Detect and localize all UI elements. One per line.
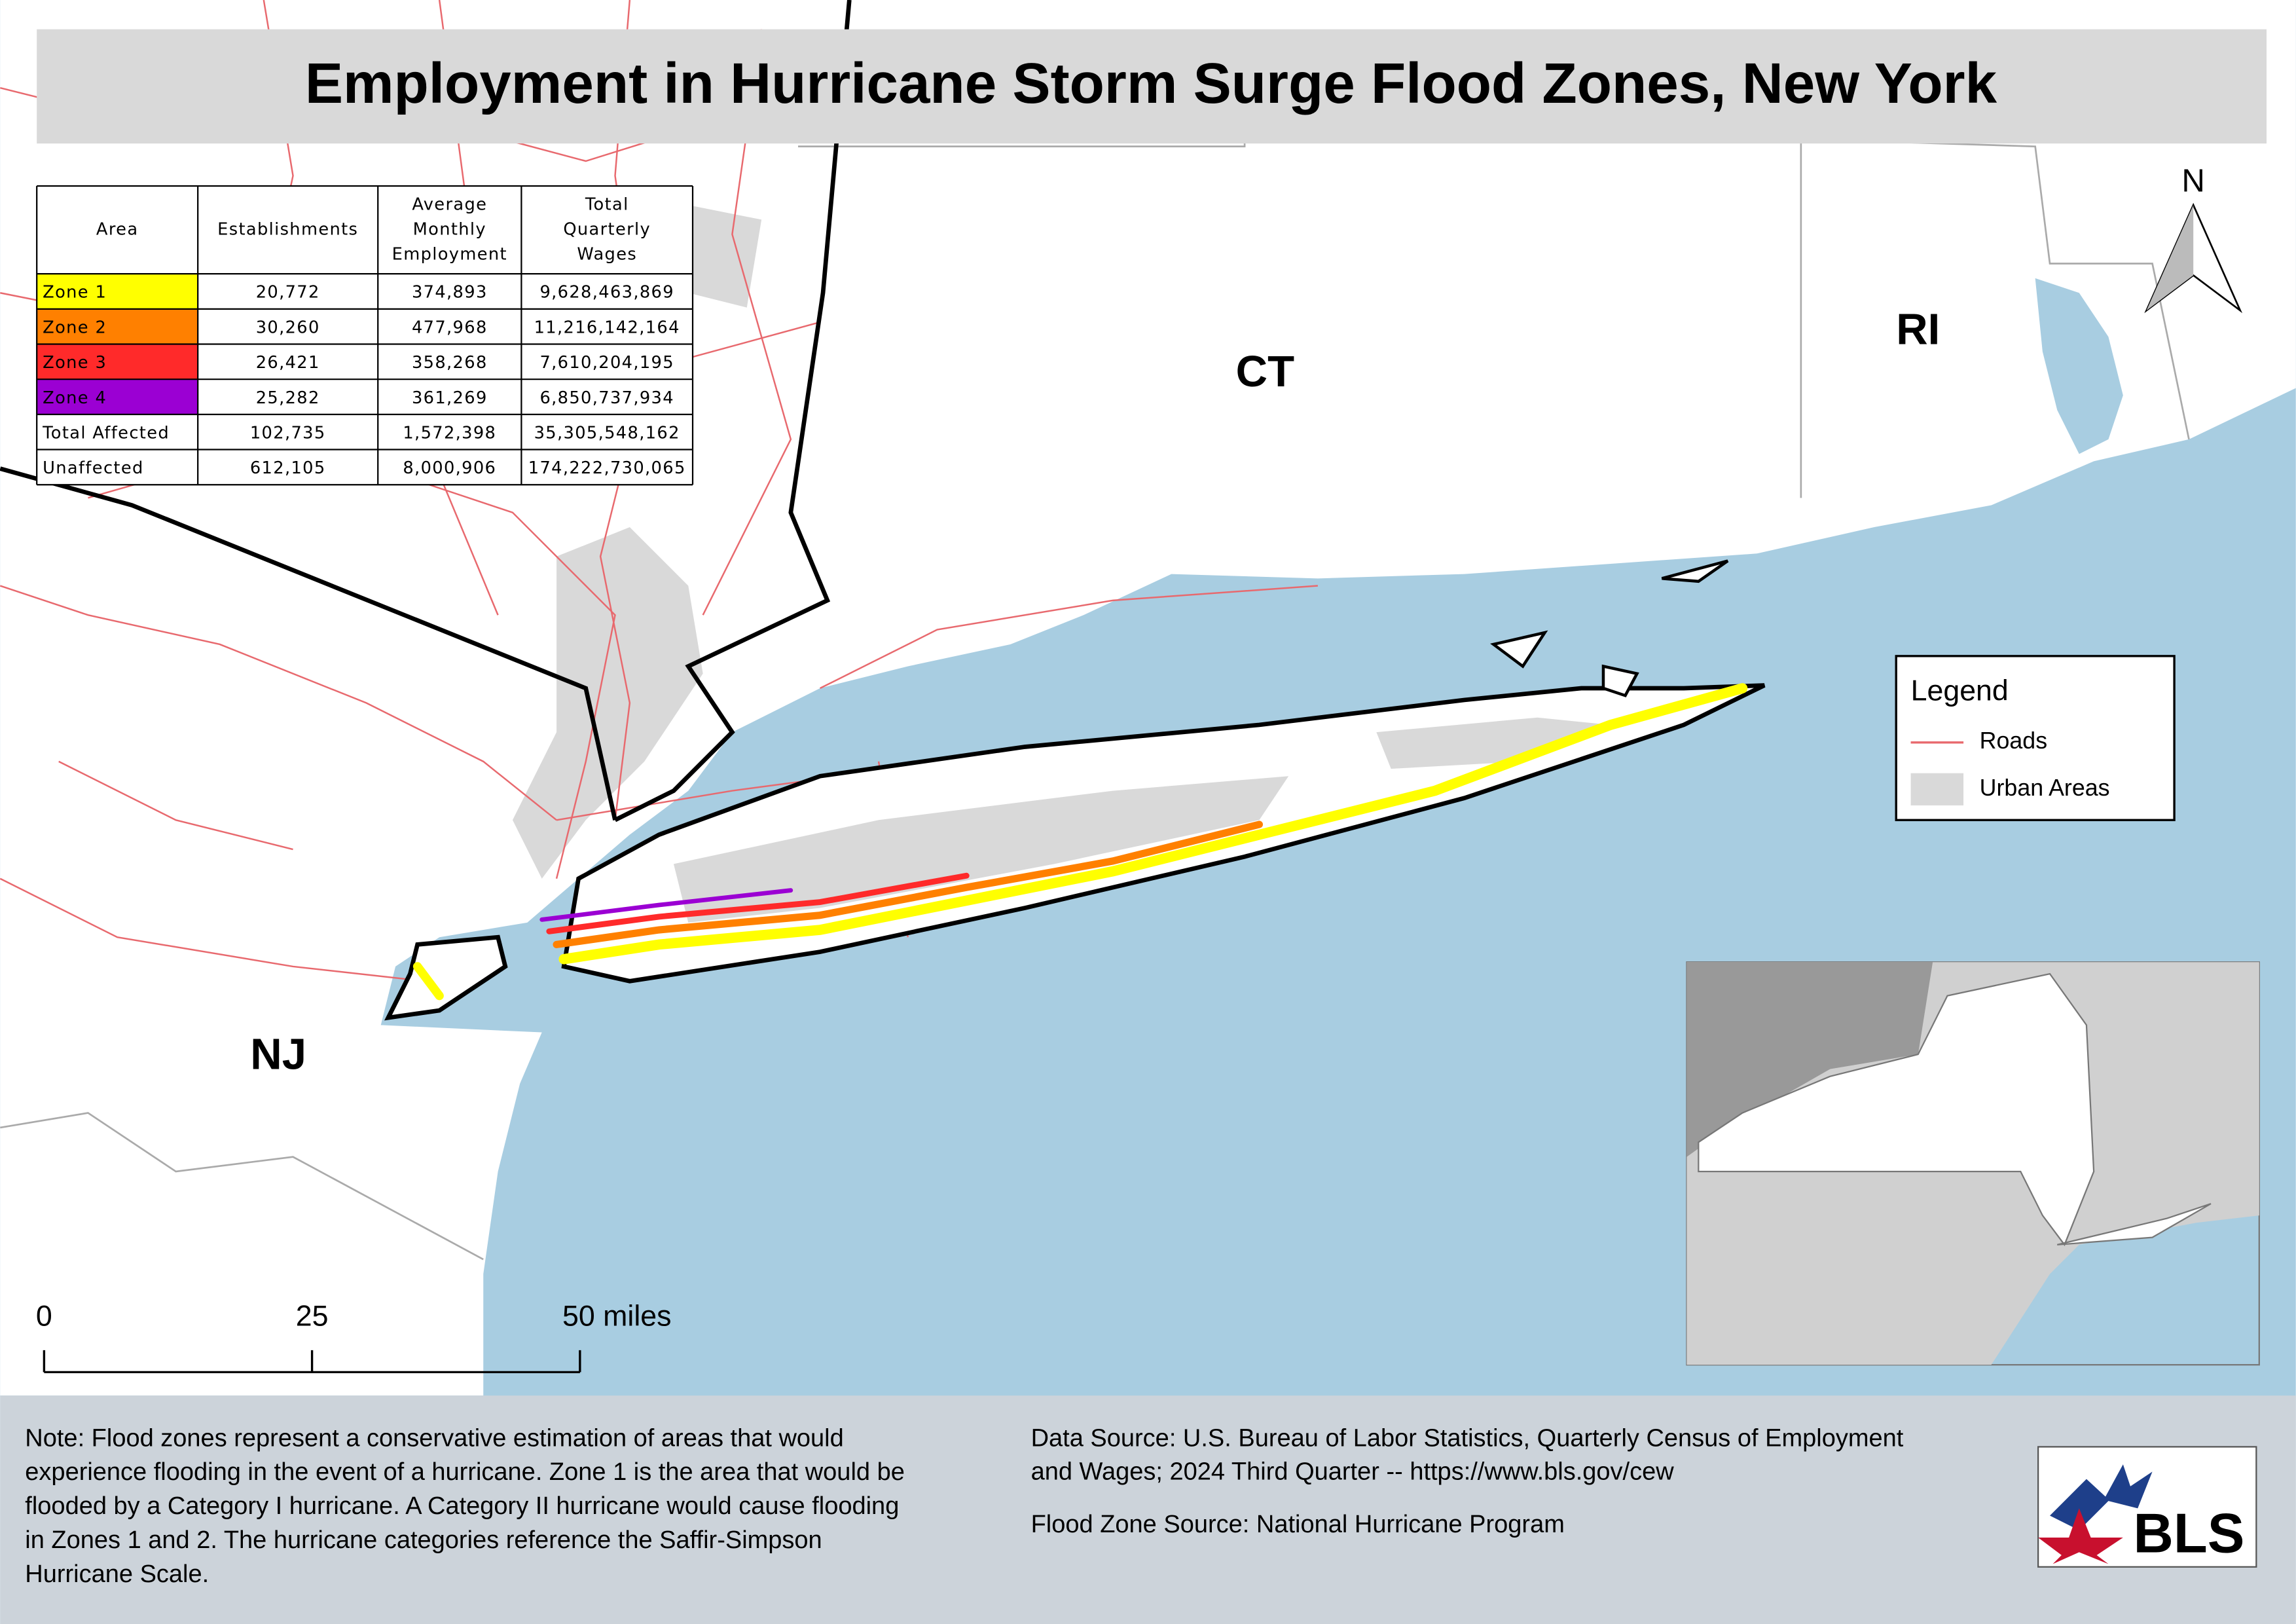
logo-star xyxy=(2038,1508,2123,1564)
state-boundary xyxy=(0,0,852,822)
table-header: Monthly xyxy=(413,220,486,240)
zone-swatch xyxy=(37,274,198,309)
table-header: Average xyxy=(412,195,487,215)
note-line: Note: Flood zones represent a conservati… xyxy=(25,1424,843,1452)
table-cell: 8,000,906 xyxy=(403,458,496,478)
table-cell: 102,735 xyxy=(250,423,326,443)
legend-box xyxy=(1895,655,2176,821)
scale-bar xyxy=(43,1350,581,1374)
table-cell: Total Affected xyxy=(42,423,170,443)
data-source-line: and Wages; 2024 Third Quarter -- https:/… xyxy=(1031,1458,1675,1486)
table-cell: Zone 4 xyxy=(43,388,107,408)
inset-lake xyxy=(1686,962,1933,1157)
table-header: Wages xyxy=(577,245,637,265)
note-line: flooded by a Category I hurricane. A Cat… xyxy=(25,1492,899,1520)
note-line: experience flooding in the event of a hu… xyxy=(25,1458,905,1486)
state-label: CT xyxy=(1236,347,1294,396)
table-cell: 35,305,548,162 xyxy=(534,423,680,443)
north-label: N xyxy=(2181,163,2205,199)
title-box xyxy=(37,29,2267,144)
legend-swatch xyxy=(1910,773,1964,805)
scale-labels: 0 25 50 miles xyxy=(36,1300,672,1332)
scale-label: 25 xyxy=(296,1300,329,1332)
data-table: Zone 1 20,772 374,893 9,628,463,869 Zone 2 30… xyxy=(36,185,694,486)
table-cell: Zone 3 xyxy=(43,353,107,373)
table-header: Total xyxy=(585,195,629,215)
state-border xyxy=(0,1112,484,1261)
note-line: Hurricane Scale. xyxy=(25,1560,209,1588)
table-cell: 6,850,737,934 xyxy=(539,388,674,408)
flood-zones xyxy=(412,683,1748,1001)
table-cell: 361,269 xyxy=(412,388,488,408)
inset-long-island xyxy=(2056,1203,2212,1246)
state-label: NJ xyxy=(250,1029,306,1079)
table-cell: 1,572,398 xyxy=(403,423,496,443)
table-cell: 358,268 xyxy=(412,353,488,373)
table-cell: 7,610,204,195 xyxy=(539,353,674,373)
table-header: Area xyxy=(96,220,139,240)
legend-label: Urban Areas xyxy=(1980,775,2110,801)
state-label: RI xyxy=(1896,304,1940,354)
table-cell: 11,216,142,164 xyxy=(534,318,680,337)
legend-label: Roads xyxy=(1980,728,2047,754)
table-cell: 26,421 xyxy=(256,353,320,373)
table-cell: 20,772 xyxy=(256,283,320,303)
table-cell: 477,968 xyxy=(412,318,488,337)
table-cell: 9,628,463,869 xyxy=(539,283,674,303)
urban-area xyxy=(673,717,1611,923)
staten-island xyxy=(384,934,508,1021)
data-source-line: Data Source: U.S. Bureau of Labor Statis… xyxy=(1031,1424,1904,1452)
table-header: Establishments xyxy=(217,220,358,240)
table-cell: Zone 1 xyxy=(43,283,107,303)
title: Employment in Hurricane Storm Surge Floo… xyxy=(305,52,1997,115)
island xyxy=(1490,559,1729,697)
table-cell: 25,282 xyxy=(256,388,320,408)
legend-title: Legend xyxy=(1911,675,2009,707)
table-cell: 30,260 xyxy=(256,318,320,337)
urban-area xyxy=(512,527,703,879)
table-cell: 174,222,730,065 xyxy=(528,458,686,478)
table-cell: Zone 2 xyxy=(43,318,107,337)
table-cell: 374,893 xyxy=(412,283,488,303)
scale-label: 0 xyxy=(36,1300,52,1332)
logo-text: BLS xyxy=(2134,1503,2245,1565)
table-cell: 612,105 xyxy=(250,458,326,478)
note-line: in Zones 1 and 2. The hurricane categori… xyxy=(25,1526,822,1554)
bay xyxy=(2035,278,2123,454)
zone-swatch xyxy=(37,379,198,415)
table-grid xyxy=(36,185,694,486)
table-header: Quarterly xyxy=(563,220,651,240)
inset-new-york xyxy=(1698,972,2095,1247)
table-cell: Unaffected xyxy=(43,458,144,478)
flood-zone-source: Flood Zone Source: National Hurricane Pr… xyxy=(1031,1511,1565,1538)
legend-items: Roads Urban Areas xyxy=(1910,728,2110,805)
zone-swatch xyxy=(37,308,198,344)
table-header: Employment xyxy=(392,245,507,265)
scale-label: 50 miles xyxy=(562,1300,672,1332)
zone-swatch xyxy=(37,344,198,380)
state-labels: CT RI NJ xyxy=(250,304,1940,1079)
logo-mark xyxy=(2050,1464,2153,1530)
footer-panel xyxy=(0,1395,2296,1624)
footer-text: Note: Flood zones represent a conservati… xyxy=(25,1424,1903,1588)
inset-map xyxy=(1686,961,2260,1366)
